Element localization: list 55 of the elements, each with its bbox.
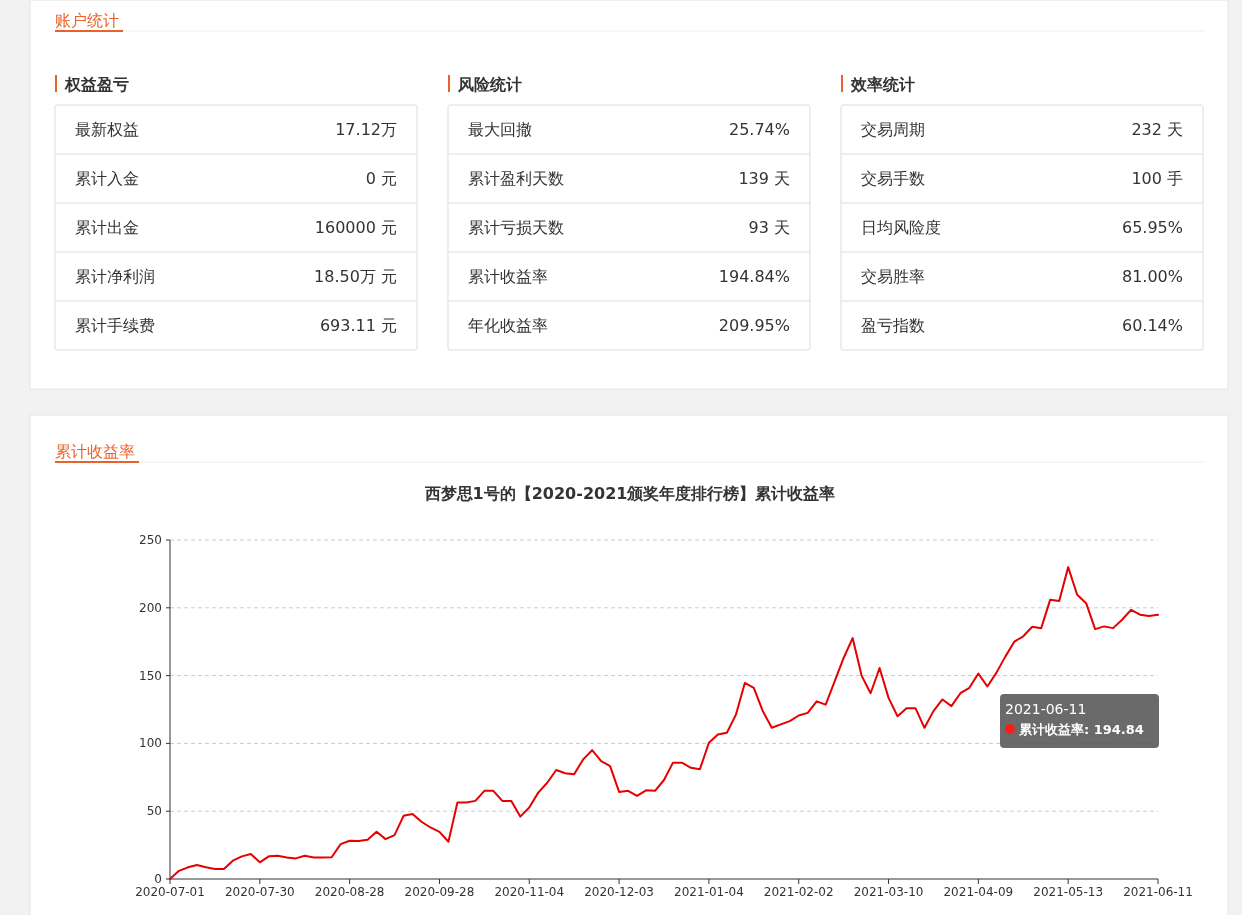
x-tick-label: 2020-12-03 [584, 885, 654, 899]
x-tick-label: 2020-07-30 [224, 885, 295, 899]
text: 累计净利润 [75, 267, 155, 286]
text: 累计亏损天数 [468, 218, 564, 237]
text: 权益盈亏 [64, 75, 129, 94]
text: 效率统计 [850, 75, 915, 94]
text: 65.95% [1121, 218, 1183, 237]
text: 累计手续费 [75, 316, 155, 335]
text: 93 天 [748, 218, 790, 237]
text: 交易胜率 [861, 267, 925, 286]
text: 81.00% [1121, 267, 1183, 286]
y-tick-label: 50 [146, 804, 162, 819]
text: 累计出金 [75, 218, 139, 237]
x-tick-label: 2020-07-01 [135, 885, 205, 899]
text: 交易手数 [861, 169, 925, 188]
text: 0 元 [365, 169, 397, 188]
y-tick-label: 200 [139, 600, 162, 615]
text: 160000 元 [314, 218, 397, 237]
text: 232 天 [1131, 120, 1183, 139]
text: 139 天 [738, 169, 790, 188]
text: 最大回撤 [468, 120, 532, 139]
text: 最新权益 [75, 120, 139, 139]
text: 693.11 元 [319, 316, 397, 335]
chart-title: 西梦思1号的【2020-2021颁奖年度排行榜】累计收益率 [423, 484, 836, 503]
y-tick-label: 250 [139, 533, 162, 547]
text: 风险统计 [457, 75, 522, 94]
annotation: 2021-06-11 累计收益率: 194.84 [1005, 701, 1144, 737]
x-tick-label: 2020-09-28 [404, 885, 475, 899]
text: 日均风险度 [861, 218, 941, 237]
x-tick-label: 2021-05-13 [1033, 885, 1104, 899]
text: 25.74% [728, 120, 790, 139]
text: 194.84% [718, 267, 790, 286]
x-tick-label: 2021-04-09 [943, 885, 1014, 899]
y-tick-label: 150 [139, 668, 162, 683]
x-tick-label: 2020-08-28 [314, 885, 385, 899]
text: 100 手 [1131, 169, 1183, 188]
y-tick-label: 100 [139, 736, 162, 751]
text: 60.14% [1121, 316, 1183, 335]
text: 17.12万 [335, 120, 397, 139]
x-tick-label: 2021-03-10 [853, 885, 924, 899]
x-tick-label: 2021-01-04 [674, 885, 744, 899]
text: 交易周期 [861, 120, 925, 139]
x-tick-label: 2021-06-11 [1123, 885, 1193, 899]
y-tick-label: 0 [154, 872, 162, 886]
text: 累计入金 [75, 169, 139, 188]
x-tick-label: 2021-02-02 [763, 885, 834, 899]
chart-subtitle: 累计收益率 [55, 442, 135, 461]
text: 209.95% [718, 316, 790, 335]
text: 累计盈利天数 [468, 169, 564, 188]
text: 18.50万 元 [314, 267, 397, 286]
text: 累计收益率 [468, 267, 548, 286]
text: 盈亏指数 [861, 316, 925, 335]
text: 年化收益率 [468, 316, 548, 335]
text: 账户统计 [55, 11, 119, 30]
x-tick-label: 2020-11-04 [494, 885, 565, 899]
